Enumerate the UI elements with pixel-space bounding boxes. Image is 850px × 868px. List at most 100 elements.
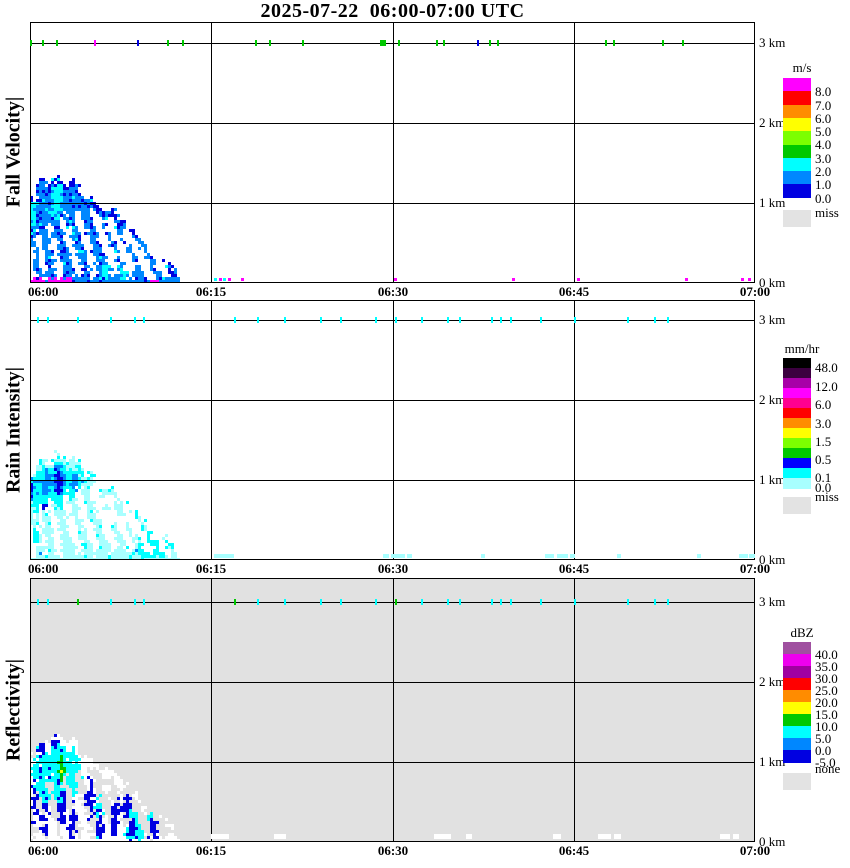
altitude-label: 3 km [759,312,786,327]
y-axis-title-rain-intensity: Rain Intensity| [2,366,25,494]
altitude-label: 3 km [759,35,786,50]
time-tick-label: 06:00 [28,843,59,858]
colorbar-miss-swatch [783,773,811,790]
colorbar-tick-label: 0.1 [815,470,832,485]
reflectivity-heatmap [30,578,755,842]
colorbar-swatch [783,738,811,751]
time-tick-label: 07:00 [739,561,771,576]
colorbar-swatch [783,131,811,145]
colorbar-swatch [783,726,811,739]
colorbar-tick-label: 6.0 [815,397,832,412]
colorbar-swatch [783,714,811,727]
colorbar-title: m/s [792,60,812,75]
altitude-label: 0 km [759,552,786,567]
colorbar-miss-swatch [783,497,811,514]
altitude-label: 2 km [759,115,786,130]
colorbar-tick-label: 6.0 [815,111,832,126]
colorbar-tick-label: 0.0 [815,191,832,206]
colorbar-swatch [783,157,811,172]
time-tick-label: 06:30 [377,561,409,576]
colorbar-title: dBZ [790,625,814,640]
y-axis-title-reflectivity: Reflectivity| [2,658,25,762]
altitude-label: 0 km [759,275,786,290]
colorbar-tick-label: 0.5 [815,452,832,467]
colorbar-swatch [783,690,811,703]
colorbar-tick-label: 7.0 [815,98,832,113]
colorbar-swatch [783,91,811,106]
colorbar-swatch [783,398,811,409]
time-tick-label: 06:15 [195,284,227,299]
colorbar-tick-label: 15.0 [815,707,838,722]
colorbar-swatch [783,702,811,715]
colorbar-swatch [783,678,811,691]
colorbar-tick-label: -5.0 [815,755,836,770]
colorbar-swatch [783,144,811,159]
colorbar-swatch [783,458,811,469]
colorbar-tick-label: 10.0 [815,719,838,734]
altitude-label: 3 km [759,594,786,609]
y-axis-title-fall-velocity: Fall Velocity| [2,96,25,208]
colorbar-swatch [783,438,811,449]
colorbar-tick-label: 20.0 [815,695,838,710]
altitude-label: 1 km [759,754,786,769]
colorbar-swatch [783,418,811,429]
colorbar-miss-label: none [815,761,841,776]
colorbar-swatch [783,666,811,679]
colorbar-tick-label: 25.0 [815,683,838,698]
time-tick-label: 06:00 [28,284,59,299]
time-tick-label: 06:30 [377,843,409,858]
time-tick-label: 07:00 [739,284,771,299]
colorbar-title: mm/hr [784,341,820,356]
colorbar-swatch [783,428,811,439]
colorbar-swatch [783,104,811,119]
colorbar-swatch [783,468,811,479]
colorbar-swatch [783,171,811,185]
time-tick-label: 06:45 [558,284,590,299]
colorbar-swatch [783,184,811,199]
colorbar-miss-label: miss [815,205,839,220]
colorbar-tick-label: 0.0 [815,480,832,495]
colorbar-tick-label: 2.0 [815,164,832,179]
fall-velocity-heatmap [30,22,755,283]
colorbar-miss-swatch [783,210,811,227]
time-tick-label: 06:15 [195,843,227,858]
altitude-label: 0 km [759,834,786,849]
colorbar-tick-label: 40.0 [815,647,838,662]
time-tick-label: 06:00 [28,561,59,576]
altitude-label: 2 km [759,674,786,689]
colorbar-tick-label: 5.0 [815,731,832,746]
colorbar-tick-label: 48.0 [815,360,838,375]
time-tick-label: 06:15 [195,561,227,576]
rain-intensity-heatmap [30,300,755,560]
colorbar-swatch [783,378,811,389]
time-tick-label: 06:30 [377,284,409,299]
colorbar-tick-label: 3.0 [815,151,832,166]
colorbar-swatch [783,78,811,92]
colorbar-swatch [783,388,811,399]
altitude-label: 2 km [759,392,786,407]
colorbar-swatch [783,368,811,379]
colorbar-swatch [783,478,811,489]
time-tick-label: 06:45 [558,843,590,858]
colorbar-tick-label: 0.0 [815,743,832,758]
colorbar-miss-label: miss [815,489,839,504]
colorbar-tick-label: 1.5 [815,434,832,449]
colorbar-tick-label: 8.0 [815,84,832,99]
colorbar-tick-label: 1.0 [815,177,832,192]
colorbar-tick-label: 12.0 [815,379,838,394]
colorbar-tick-label: 30.0 [815,671,838,686]
colorbar-tick-label: 35.0 [815,659,838,674]
colorbar-swatch [783,654,811,667]
page-title: 2025-07-22 06:00-07:00 UTC [260,0,525,22]
altitude-label: 1 km [759,195,786,210]
time-tick-label: 07:00 [739,843,771,858]
colorbar-swatch [783,750,811,763]
colorbar-tick-label: 4.0 [815,137,832,152]
colorbar-tick-label: 5.0 [815,124,832,139]
time-tick-label: 06:45 [558,561,590,576]
colorbar-swatch [783,408,811,419]
colorbar-swatch [783,117,811,132]
altitude-label: 1 km [759,472,786,487]
colorbar-swatch [783,642,811,655]
colorbar-tick-label: 3.0 [815,416,832,431]
